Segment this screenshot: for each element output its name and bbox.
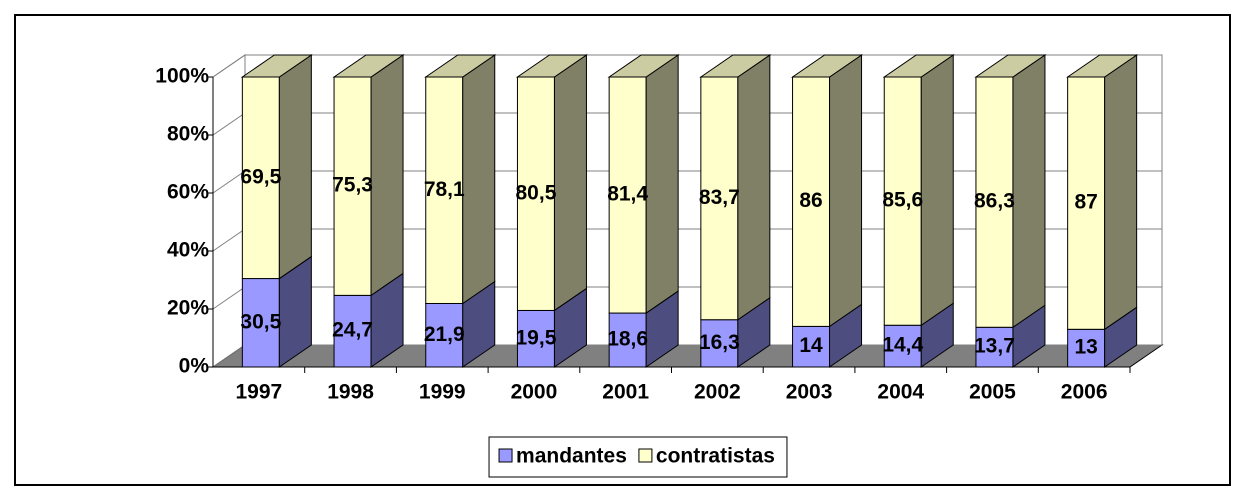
data-label: 78,1 — [424, 178, 465, 201]
data-label: 85,6 — [882, 189, 923, 212]
x-tick-label: 2002 — [694, 381, 741, 404]
data-label: 87 — [1074, 191, 1097, 214]
bar — [241, 278, 280, 368]
bar — [333, 76, 372, 296]
data-label: 19,5 — [516, 326, 557, 349]
legend-box — [488, 436, 788, 478]
data-label: 86 — [799, 189, 822, 212]
x-tick-label: 2001 — [602, 381, 649, 404]
bar-side — [1104, 54, 1138, 331]
x-tick-label: 2006 — [1061, 381, 1108, 404]
data-label: 16,3 — [699, 331, 740, 354]
data-label: 75,3 — [332, 174, 373, 197]
bar-side — [829, 54, 863, 328]
bar-top — [699, 54, 772, 78]
bar — [608, 312, 647, 368]
data-label: 30,5 — [240, 310, 281, 333]
bar-top — [790, 54, 864, 78]
y-tick-label: 60% — [167, 181, 209, 204]
x-tick-label: 2000 — [511, 381, 558, 404]
data-label: 14,4 — [882, 334, 923, 357]
data-label: 80,5 — [516, 181, 557, 204]
bar — [975, 326, 1014, 368]
bar-top — [882, 54, 955, 78]
data-label: 86,3 — [974, 190, 1015, 213]
y-tick-label: 80% — [167, 123, 209, 146]
legend-label: mandantes — [516, 445, 627, 468]
x-tick-label: 2004 — [877, 381, 924, 404]
bar-side — [462, 54, 496, 305]
bar-top — [332, 54, 405, 78]
data-label: 24,7 — [332, 319, 373, 342]
bar — [516, 76, 555, 311]
bar — [608, 76, 647, 314]
data-label: 69,5 — [240, 165, 281, 188]
bar — [883, 76, 922, 326]
bar-side — [278, 54, 312, 280]
y-tick-label: 20% — [167, 297, 209, 320]
x-tick-label: 1997 — [235, 381, 282, 404]
bar — [975, 76, 1014, 328]
bar-side — [645, 54, 679, 315]
data-label: 81,4 — [607, 183, 648, 206]
bar-top — [974, 54, 1047, 78]
data-label: 18,6 — [607, 328, 648, 351]
x-tick-label: 2003 — [786, 381, 833, 404]
legend-swatch — [498, 448, 513, 463]
bar — [883, 324, 922, 368]
bar-side — [370, 54, 404, 297]
x-tick-label: 1999 — [419, 381, 466, 404]
bar-top — [515, 54, 589, 78]
data-label: 14 — [799, 334, 823, 357]
y-tick-label: 0% — [179, 355, 210, 378]
bar-side — [920, 54, 954, 327]
bar-side — [737, 54, 771, 321]
y-tick-label: 40% — [167, 239, 209, 262]
x-tick-label: 1998 — [327, 381, 374, 404]
data-label: 83,7 — [699, 186, 740, 209]
x-tick-label: 2005 — [969, 381, 1016, 404]
bar — [425, 302, 464, 368]
legend: mandantes contratistas — [488, 436, 788, 478]
bar-top — [424, 54, 497, 78]
legend-label: contratistas — [656, 445, 775, 468]
bar — [333, 294, 372, 368]
data-label: 13,7 — [974, 335, 1015, 358]
legend-swatch — [638, 448, 653, 463]
y-tick-label: 100% — [155, 65, 209, 88]
data-label: 21,9 — [424, 323, 465, 346]
bar-side — [553, 54, 587, 312]
bar — [792, 325, 831, 368]
data-label: 13 — [1074, 336, 1097, 359]
bar — [425, 76, 464, 304]
bar — [516, 309, 555, 368]
bar-top — [240, 54, 313, 78]
bar-top — [607, 54, 680, 78]
bar-side — [1012, 54, 1046, 329]
bar-top — [1066, 54, 1139, 78]
